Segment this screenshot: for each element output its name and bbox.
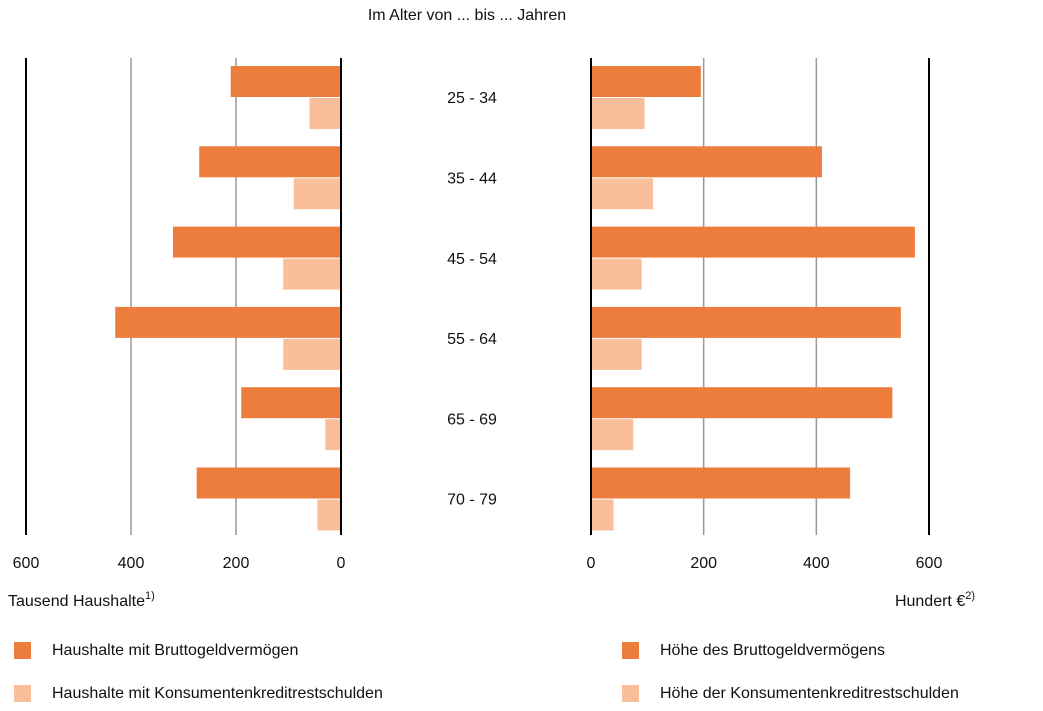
footnote-mark: 1)	[145, 590, 155, 602]
legend-label: Höhe des Bruttogeldvermögens	[660, 642, 885, 659]
bar	[230, 66, 341, 97]
bar	[196, 467, 341, 499]
category-label: 35 - 44	[447, 171, 497, 188]
bar	[591, 98, 645, 129]
legend-label: Haushalte mit Konsumentenkreditrestschul…	[52, 685, 383, 702]
bar	[591, 258, 642, 290]
bar	[325, 419, 341, 451]
category-label: 55 - 64	[447, 331, 497, 348]
footnote-mark: 2)	[965, 590, 975, 602]
x-tick-label: 600	[916, 555, 943, 572]
x-tick-label: 400	[118, 555, 145, 572]
x-tick-label: 600	[13, 555, 40, 572]
bar	[241, 387, 341, 419]
bar	[591, 306, 901, 338]
bar	[591, 226, 915, 258]
legend-label: Haushalte mit Bruttogeldvermögen	[52, 642, 298, 659]
x-tick-label: 0	[587, 555, 596, 572]
right-axis-title: Hundert €2)	[895, 590, 975, 610]
legend-label: Höhe der Konsumentenkreditrestschulden	[660, 685, 959, 702]
x-tick-label: 400	[803, 555, 830, 572]
bar	[309, 98, 341, 129]
bar	[317, 499, 341, 531]
bar	[591, 387, 893, 419]
legend-swatch	[622, 685, 639, 702]
category-label: 25 - 34	[447, 90, 497, 107]
legend-swatch	[14, 685, 31, 702]
x-tick-label: 200	[690, 555, 717, 572]
bar	[591, 419, 634, 451]
bar	[115, 306, 341, 338]
bar	[591, 467, 851, 499]
category-label: 65 - 69	[447, 411, 497, 428]
left-axis-title: Tausend Haushalte1)	[8, 590, 155, 610]
bar	[283, 338, 341, 370]
bar	[591, 178, 653, 210]
category-axis-title: Im Alter von ... bis ... Jahren	[368, 7, 566, 24]
bar	[591, 499, 614, 531]
legend-swatch	[622, 642, 639, 659]
bar	[173, 226, 341, 258]
bar	[591, 146, 822, 178]
bar	[293, 178, 341, 210]
bar	[591, 338, 642, 370]
legend-swatch	[14, 642, 31, 659]
axis-title-text: Hundert €	[895, 593, 965, 610]
axis-title-text: Tausend Haushalte	[8, 593, 145, 610]
category-label: 70 - 79	[447, 492, 497, 509]
category-label: 45 - 54	[447, 251, 497, 268]
x-tick-label: 200	[223, 555, 250, 572]
bar	[283, 258, 341, 290]
bar	[199, 146, 341, 178]
bar	[591, 66, 701, 97]
x-tick-label: 0	[337, 555, 346, 572]
